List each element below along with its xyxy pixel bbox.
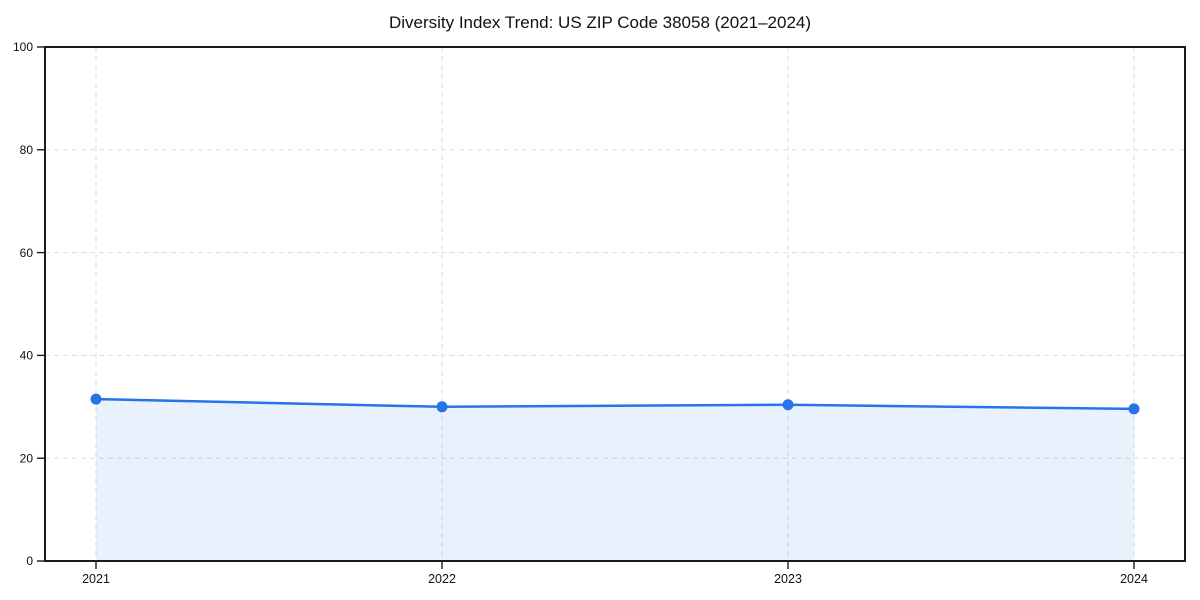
y-tick-label: 20 [20,451,34,465]
chart-title: Diversity Index Trend: US ZIP Code 38058… [388,13,812,32]
data-point-2023 [782,399,794,411]
y-tick-label: 40 [20,349,34,363]
y-tick-label: 60 [20,246,34,260]
data-point-2024 [1128,403,1140,415]
y-tick-label: 0 [26,554,33,568]
data-point-2021 [90,393,102,405]
plot-border [44,46,1186,562]
y-tick-label: 80 [20,143,34,157]
x-tick-label: 2023 [774,572,802,586]
series-area-fill [96,399,1134,561]
y-tick-label: 100 [13,40,33,54]
x-tick-label: 2022 [428,572,456,586]
x-tick-label: 2021 [82,572,110,586]
data-point-2022 [436,401,448,413]
series-line [94,397,1136,411]
x-tick-label: 2024 [1120,572,1148,586]
